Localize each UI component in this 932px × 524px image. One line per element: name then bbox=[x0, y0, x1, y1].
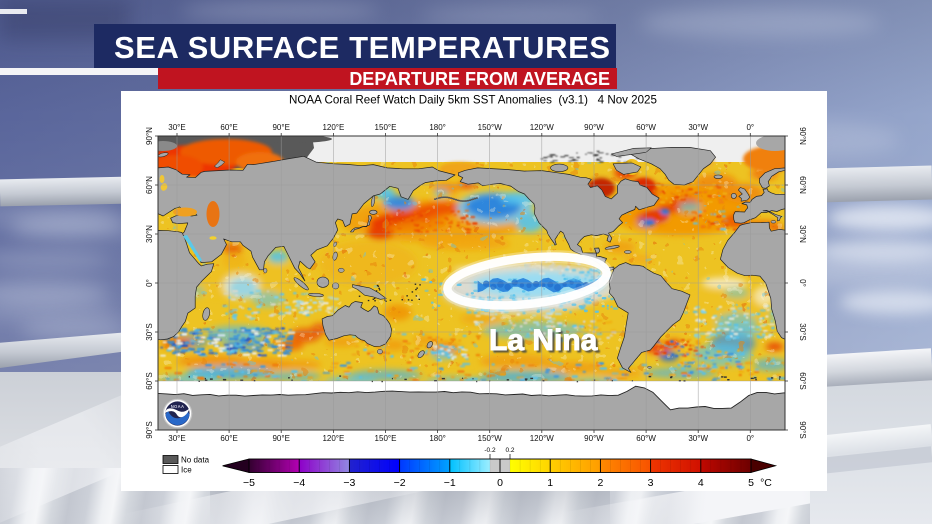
svg-text:−5: −5 bbox=[243, 477, 255, 489]
svg-text:La Nina: La Nina bbox=[489, 324, 598, 357]
svg-text:0°: 0° bbox=[746, 434, 754, 443]
svg-text:°C: °C bbox=[760, 477, 772, 489]
svg-text:30°N: 30°N bbox=[145, 225, 154, 243]
svg-text:60°N: 60°N bbox=[145, 176, 154, 194]
svg-text:1: 1 bbox=[547, 477, 553, 489]
svg-text:−1: −1 bbox=[444, 477, 456, 489]
svg-text:60°W: 60°W bbox=[636, 123, 656, 132]
svg-text:0: 0 bbox=[497, 477, 503, 489]
svg-text:0°: 0° bbox=[145, 279, 154, 287]
svg-text:90°N: 90°N bbox=[798, 127, 807, 145]
svg-text:120°E: 120°E bbox=[322, 434, 344, 443]
svg-text:−4: −4 bbox=[293, 477, 305, 489]
svg-text:3: 3 bbox=[648, 477, 654, 489]
svg-text:90°S: 90°S bbox=[145, 421, 154, 438]
svg-text:No data: No data bbox=[181, 456, 210, 465]
svg-text:NOAA: NOAA bbox=[171, 404, 185, 409]
svg-text:150°W: 150°W bbox=[478, 434, 503, 443]
svg-text:150°E: 150°E bbox=[375, 434, 397, 443]
svg-text:180°: 180° bbox=[429, 434, 446, 443]
svg-text:90°N: 90°N bbox=[145, 127, 154, 145]
svg-text:90°W: 90°W bbox=[584, 123, 604, 132]
svg-text:30°E: 30°E bbox=[168, 123, 185, 132]
svg-text:120°W: 120°W bbox=[530, 123, 555, 132]
svg-text:90°S: 90°S bbox=[798, 421, 807, 438]
svg-text:30°E: 30°E bbox=[168, 434, 185, 443]
svg-text:4: 4 bbox=[698, 477, 704, 489]
svg-text:5: 5 bbox=[748, 477, 754, 489]
svg-text:60°S: 60°S bbox=[798, 372, 807, 389]
svg-text:Ice: Ice bbox=[181, 466, 192, 475]
svg-text:30°W: 30°W bbox=[688, 123, 708, 132]
svg-text:2: 2 bbox=[597, 477, 603, 489]
svg-text:150°E: 150°E bbox=[375, 123, 397, 132]
svg-text:-0.2: -0.2 bbox=[484, 447, 496, 454]
svg-text:−3: −3 bbox=[343, 477, 355, 489]
svg-text:30°S: 30°S bbox=[798, 323, 807, 340]
svg-text:La Nina: La Nina bbox=[492, 327, 601, 360]
svg-text:180°: 180° bbox=[429, 123, 446, 132]
svg-text:90°E: 90°E bbox=[272, 434, 289, 443]
svg-text:120°W: 120°W bbox=[530, 434, 555, 443]
svg-text:0.2: 0.2 bbox=[505, 447, 514, 454]
svg-text:30°S: 30°S bbox=[145, 323, 154, 340]
svg-text:150°W: 150°W bbox=[478, 123, 503, 132]
svg-text:60°W: 60°W bbox=[636, 434, 656, 443]
svg-text:60°E: 60°E bbox=[220, 434, 237, 443]
svg-text:60°E: 60°E bbox=[220, 123, 237, 132]
svg-text:90°W: 90°W bbox=[584, 434, 604, 443]
svg-text:60°N: 60°N bbox=[798, 176, 807, 194]
svg-text:30°W: 30°W bbox=[688, 434, 708, 443]
svg-text:90°E: 90°E bbox=[272, 123, 289, 132]
svg-text:−2: −2 bbox=[394, 477, 406, 489]
svg-text:120°E: 120°E bbox=[322, 123, 344, 132]
svg-text:0°: 0° bbox=[746, 123, 754, 132]
svg-text:0°: 0° bbox=[798, 279, 807, 287]
svg-text:60°S: 60°S bbox=[145, 372, 154, 389]
svg-text:30°N: 30°N bbox=[798, 225, 807, 243]
svg-text:NOAA Coral Reef Watch Daily 5k: NOAA Coral Reef Watch Daily 5km SST Anom… bbox=[289, 94, 657, 107]
